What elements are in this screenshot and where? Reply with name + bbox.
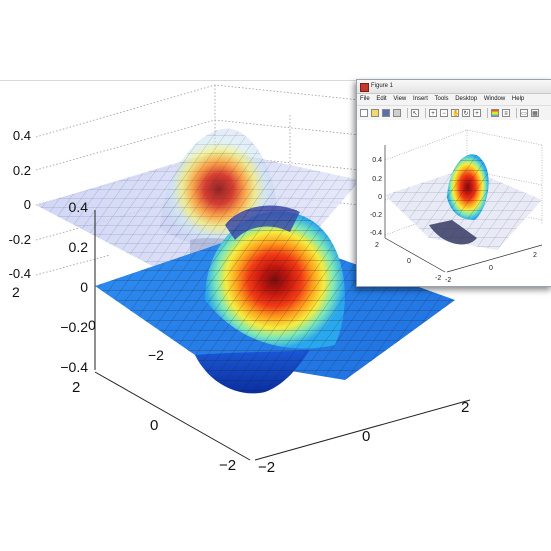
upper-z-tick: 0 [24, 197, 31, 212]
mini-x-tick-labels: -2 0 2 [445, 252, 537, 284]
mini-axes [384, 145, 543, 273]
lower-y-tick: 0 [150, 417, 158, 434]
upper-x-tick: −2 [148, 347, 164, 363]
lower-solid-surface [95, 205, 455, 394]
new-icon[interactable] [360, 109, 368, 117]
lower-z-tick: 0.2 [69, 239, 89, 255]
pointer-icon[interactable]: ↖ [411, 109, 419, 117]
menu-file[interactable]: File [360, 96, 370, 102]
hide-tools-icon[interactable]: ▭ [520, 109, 528, 117]
menu-desktop[interactable]: Desktop [455, 96, 478, 102]
figure-toolbar: ↖ + − ✋ ↻ + ≡ ▭ ▦ [357, 106, 551, 121]
upper-z-tick: -0.2 [9, 232, 31, 247]
menu-window[interactable]: Window [483, 96, 506, 102]
mini-surface [385, 154, 542, 250]
lower-y-tick-labels: 2 0 −2 [72, 379, 236, 474]
mini-x-tick: 2 [533, 252, 537, 259]
figure-window[interactable]: Figure 1 File Edit View Insert Tools Des… [356, 79, 551, 287]
zoom-out-icon[interactable]: − [440, 109, 448, 117]
show-tools-icon[interactable]: ▦ [531, 109, 539, 117]
menu-insert[interactable]: Insert [412, 96, 428, 102]
zoom-in-icon[interactable]: + [429, 109, 437, 117]
open-icon[interactable] [371, 109, 379, 117]
mini-z-tick-labels: 0.4 0.2 0 -0.2 -0.4 [370, 157, 382, 237]
upper-y-tick: 2 [12, 284, 20, 300]
mini-y-tick: -2 [435, 275, 441, 282]
lower-z-tick: −0.4 [60, 359, 88, 375]
menu-edit[interactable]: Edit [376, 96, 387, 102]
figure-axes-area[interactable]: 0.4 0.2 0 -0.2 -0.4 2 0 -2 -2 0 2 [357, 120, 551, 286]
toolbar-separator [487, 108, 488, 118]
lower-z-tick: 0.4 [69, 199, 89, 215]
matlab-app-icon [360, 83, 369, 92]
mini-z-tick: 0 [378, 194, 382, 201]
mini-y-tick: 0 [407, 258, 411, 265]
menu-help[interactable]: Help [511, 96, 525, 102]
lower-y-tick: 2 [72, 379, 80, 396]
legend-icon[interactable]: ≡ [502, 109, 510, 117]
toolbar-separator [407, 108, 408, 118]
figure-menubar: File Edit View Insert Tools Desktop Wind… [357, 94, 551, 106]
lower-x-tick: 0 [362, 428, 370, 445]
upper-z-tick: -0.4 [9, 266, 31, 281]
save-icon[interactable] [382, 109, 390, 117]
mini-z-tick: -0.4 [370, 230, 382, 237]
figure-title: Figure 1 [371, 83, 394, 89]
mini-z-tick: 0.2 [372, 176, 382, 183]
lower-x-tick: 2 [461, 399, 469, 416]
lower-z-tick: 0 [80, 279, 88, 295]
rotate-icon[interactable]: ↻ [462, 109, 470, 117]
upper-y-tick-zero: 0 [88, 317, 96, 333]
mini-y-tick-labels: 2 0 -2 [375, 242, 441, 282]
mini-3d-plot[interactable]: 0.4 0.2 0 -0.2 -0.4 2 0 -2 -2 0 2 [357, 120, 551, 286]
upper-z-tick: 0.4 [13, 128, 31, 143]
lower-z-tick-labels: 0.4 0.2 0 −0.2 −0.4 [60, 199, 88, 375]
lower-axes [94, 210, 471, 461]
toolbar-separator [425, 108, 426, 118]
colorbar-icon[interactable] [491, 109, 499, 117]
upper-z-tick: 0.2 [13, 163, 31, 178]
lower-x-tick-labels: −2 0 2 [258, 399, 469, 476]
toolbar-separator [516, 108, 517, 118]
pan-icon[interactable]: ✋ [451, 109, 460, 117]
datacursor-icon[interactable]: + [473, 109, 481, 117]
mini-x-tick: -2 [445, 277, 451, 284]
upper-z-tick-labels: 0.4 0.2 0 -0.2 -0.4 [9, 128, 31, 281]
figure-titlebar[interactable]: Figure 1 [357, 80, 551, 94]
mini-x-tick: 0 [489, 265, 493, 272]
top-divider [0, 80, 551, 81]
lower-x-tick: −2 [258, 459, 275, 476]
print-icon[interactable] [393, 109, 401, 117]
mini-z-tick: -0.2 [370, 212, 382, 219]
mini-y-tick: 2 [375, 242, 379, 249]
mini-z-tick: 0.4 [372, 157, 382, 164]
lower-z-tick: −0.2 [60, 319, 88, 335]
menu-tools[interactable]: Tools [434, 96, 449, 102]
lower-y-tick: −2 [219, 457, 236, 474]
menu-view[interactable]: View [393, 96, 407, 102]
